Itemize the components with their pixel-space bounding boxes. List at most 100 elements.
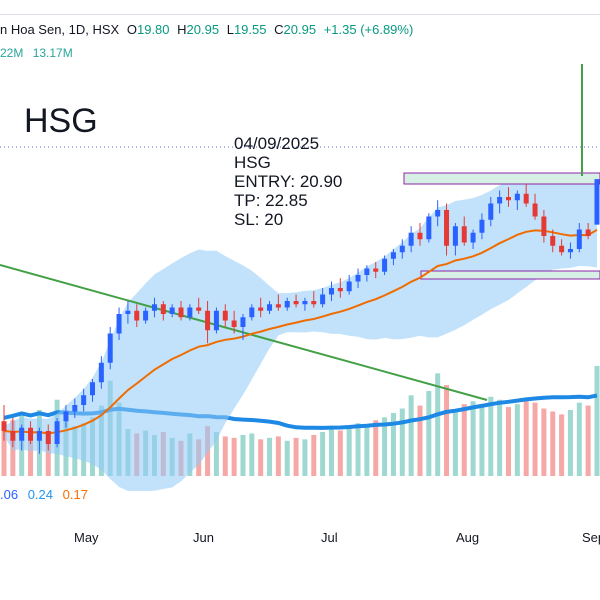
candle-body bbox=[346, 281, 352, 292]
candle-body bbox=[514, 193, 520, 201]
volume-bar bbox=[346, 426, 352, 476]
trade-note: 04/09/2025 HSG ENTRY: 20.90 TP: 22.85 SL… bbox=[234, 134, 342, 229]
candle-body bbox=[355, 275, 361, 282]
candle-body bbox=[284, 301, 290, 308]
candle-body bbox=[461, 226, 467, 243]
top-divider bbox=[0, 14, 600, 15]
candle-body bbox=[550, 236, 556, 246]
volume-bar bbox=[293, 437, 299, 476]
candle-body bbox=[178, 307, 184, 318]
open-value: 19.80 bbox=[136, 22, 170, 37]
indicator-legend: .06 0.24 0.17 bbox=[0, 487, 88, 502]
high-value: 20.95 bbox=[186, 22, 220, 37]
close-label: C bbox=[274, 22, 284, 37]
candle-body bbox=[125, 310, 131, 314]
volume-bar bbox=[28, 429, 34, 476]
volume-bar bbox=[408, 395, 414, 476]
volume-bar bbox=[488, 396, 494, 476]
volume-bar bbox=[1, 424, 7, 476]
bollinger-band bbox=[4, 175, 597, 491]
candle-body bbox=[576, 229, 582, 249]
month-label-jun: Jun bbox=[193, 530, 214, 545]
volume-bar bbox=[479, 405, 485, 476]
volume-bar bbox=[320, 432, 326, 476]
candle-body bbox=[116, 314, 122, 334]
candle-body bbox=[19, 427, 25, 441]
volume-bar bbox=[585, 405, 591, 476]
month-label-aug: Aug bbox=[456, 530, 480, 545]
candle-body bbox=[523, 193, 529, 204]
volume-bar bbox=[382, 417, 388, 476]
volume-bar bbox=[45, 432, 51, 476]
candle-body bbox=[435, 210, 441, 217]
volume-bar bbox=[328, 427, 334, 476]
candle-body bbox=[213, 310, 219, 331]
volume-bar bbox=[364, 424, 370, 476]
close-value: 20.95 bbox=[283, 22, 317, 37]
volume-bar bbox=[417, 405, 423, 476]
candle-body bbox=[10, 431, 16, 441]
month-label-may: May bbox=[74, 530, 99, 545]
volume-bar bbox=[231, 437, 237, 476]
candle-body bbox=[249, 307, 255, 318]
symbol-title: HSG bbox=[24, 102, 98, 140]
volume-bar bbox=[461, 404, 467, 476]
candle-body bbox=[28, 427, 34, 441]
candle-body bbox=[45, 431, 51, 444]
candle-body bbox=[267, 304, 273, 311]
indicator-value-c: 0.17 bbox=[62, 487, 88, 502]
volume-bar bbox=[222, 436, 228, 476]
month-label-jul: Jul bbox=[321, 530, 338, 545]
volume-bar bbox=[567, 410, 573, 476]
candle-body bbox=[222, 310, 228, 321]
candle-body bbox=[275, 304, 281, 308]
volume-bar bbox=[249, 433, 255, 476]
candle-body bbox=[160, 304, 166, 314]
high-label: H bbox=[177, 22, 187, 37]
volume-bar bbox=[426, 390, 432, 476]
volume-bar bbox=[311, 434, 317, 476]
trade-ticker: HSG bbox=[234, 153, 271, 172]
zones bbox=[403, 172, 600, 280]
candle-body bbox=[98, 362, 104, 383]
volume-bar bbox=[284, 440, 290, 476]
volume-bar bbox=[373, 420, 379, 476]
candle-body bbox=[240, 317, 246, 327]
open-label: O bbox=[126, 22, 137, 37]
volume-bar bbox=[267, 437, 273, 476]
support-zone bbox=[420, 270, 600, 280]
candle-body bbox=[187, 307, 193, 318]
trade-tp: TP: 22.85 bbox=[234, 191, 308, 210]
low-label: L bbox=[226, 22, 234, 37]
candle-body bbox=[302, 301, 308, 305]
candle-body bbox=[594, 179, 600, 225]
candle-body bbox=[293, 301, 299, 305]
volume-ma-value: 13.17M bbox=[32, 46, 73, 60]
downtrend-line bbox=[0, 264, 488, 401]
bollinger-band-fill bbox=[4, 175, 597, 491]
candle-body bbox=[337, 288, 343, 292]
indicator-value-b: 0.24 bbox=[27, 487, 54, 502]
candle-body bbox=[408, 232, 414, 246]
volume-bar bbox=[550, 411, 556, 476]
volume-bar bbox=[523, 398, 529, 476]
candle-body bbox=[488, 203, 494, 220]
candle-body bbox=[399, 245, 405, 253]
candle-body bbox=[559, 245, 565, 253]
candle-body bbox=[151, 304, 157, 311]
month-label-sep: Sep bbox=[582, 530, 600, 545]
volume-bar bbox=[576, 402, 582, 476]
candle-body bbox=[36, 431, 42, 441]
candle-body bbox=[134, 310, 140, 321]
instrument-name: n Hoa Sen, 1D, HSX bbox=[0, 22, 120, 37]
resistance-zone bbox=[403, 172, 600, 185]
ema-line bbox=[3, 228, 598, 435]
candle-body bbox=[382, 258, 388, 272]
candle-body bbox=[390, 252, 396, 259]
candle-body bbox=[567, 249, 573, 253]
volume-bar bbox=[258, 439, 264, 476]
candle-body bbox=[90, 382, 96, 396]
volume-bar bbox=[452, 410, 458, 476]
candle-body bbox=[258, 307, 264, 311]
